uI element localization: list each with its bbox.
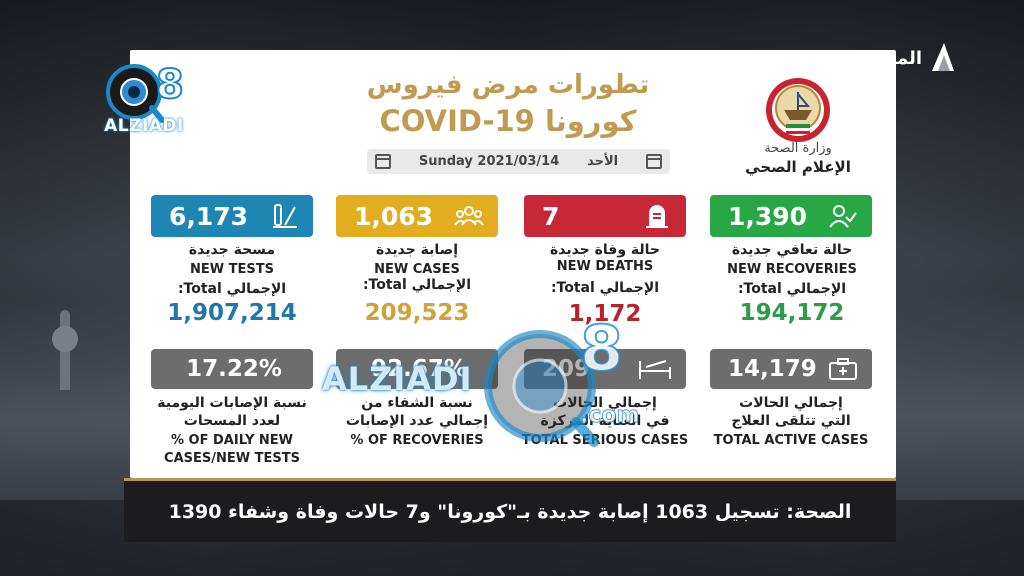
active-cases-label-ar-2: التي تتلقى العلاج [731,413,851,429]
new-cases-card: 1,063 [336,195,498,237]
date-text: Sunday 2021/03/14 [418,154,560,169]
date-day-arabic: الأحد [587,154,619,169]
sail-icon [932,43,954,71]
new-tests-label-ar: مسحة جديدة [188,242,276,258]
ticker-headline: الصحة: تسجيل 1063 إصابة جديدة بـ"كورونا"… [168,500,852,523]
recoveries-total-value: 194,172 [739,300,845,326]
ministry-name: وزارة الصحة [764,141,832,156]
new-cases-total-label: الإجمالي Total: [362,277,472,293]
serious-cases-value: 209 [542,356,591,382]
recovery-rate-label-ar-2: إجمالي عدد الإصابات [345,413,489,429]
daily-positivity-label-ar-2: لعدد المسحات [183,413,281,429]
new-tests-label-en: NEW TESTS [190,262,274,277]
calendar-icon [645,154,662,169]
daily-positivity-card: 17.22% [151,349,313,389]
health-media-name: الإعلام الصحي [745,158,851,176]
active-cases-card: 14,179 [710,349,872,389]
news-ticker: الصحة: تسجيل 1063 إصابة جديدة بـ"كورونا"… [124,478,896,542]
daily-positivity-label-en-1: % OF DAILY NEW [171,433,293,448]
new-tests-card: 6,173 [151,195,313,237]
channel-logo-text: المجلس [851,47,922,69]
new-deaths-label-ar: حالة وفاة جديدة [549,242,661,258]
daily-positivity-label-en-2: CASES/NEW TESTS [164,451,300,466]
active-cases-value: 14,179 [728,356,817,382]
new-tests-total-label: الإجمالي Total: [177,281,287,297]
deaths-total-value: 1,172 [568,301,642,327]
daily-positivity-label-ar-1: نسبة الإصابات اليومية [157,395,307,411]
recovery-rate-label-en: % OF RECOVERIES [350,433,484,448]
medical-kit-icon [829,358,857,380]
new-cases-label-ar: إصابة جديدة [376,242,458,258]
tombstone-icon [646,205,668,228]
title-arabic: تطورات مرض فيروس [366,70,650,100]
ministry-of-health-emblem [766,78,830,142]
daily-positivity-value: 17.22% [186,356,282,382]
watermark-brand-text: ALZIADI [322,360,473,398]
active-cases-label-ar-1: إجمالي الحالات [739,395,843,411]
background-skyline-right [894,290,1024,500]
recovery-rate-card: 92.67% [336,349,498,389]
test-swab-icon [273,204,297,228]
new-cases-value: 1,063 [354,201,434,231]
recovery-rate-label-ar-1: نسبة الشفاء من [361,395,473,411]
person-check-icon [829,205,857,228]
serious-cases-label-ar-2: في العناية المركزة [540,413,670,429]
serious-cases-card: 209 [524,349,686,389]
q8-brand-text: ALZIADI [104,116,184,136]
new-deaths-card: 7 [524,195,686,237]
calendar-icon [375,154,391,169]
new-tests-value: 6,173 [169,201,249,231]
q8-numeral: 8 [156,62,184,108]
new-recoveries-total-label: الإجمالي Total: [737,281,847,297]
date-bar: Sunday 2021/03/14 الأحد [367,149,670,174]
recovery-rate-value: 92.67% [371,356,467,382]
people-group-icon [454,206,484,226]
new-deaths-total-label: الإجمالي Total: [550,280,660,296]
new-deaths-value: 7 [542,201,560,231]
new-cases-label-en: NEW CASES [374,262,460,277]
tests-total-value: 1,907,214 [167,300,297,326]
new-recoveries-label-ar: حالة تعافي جديدة [731,242,853,258]
cases-total-value: 209,523 [364,300,470,326]
new-recoveries-label-en: NEW RECOVERIES [727,262,857,277]
active-cases-label-en: TOTAL ACTIVE CASES [713,433,869,448]
serious-cases-label-ar-1: إجمالي الحالات [553,395,657,411]
title-covid: كورونا COVID-19 [379,104,637,138]
new-recoveries-value: 1,390 [728,201,808,231]
new-deaths-label-en: NEW DEATHS [556,259,654,274]
q8-alziadi-logo: 8 [106,61,185,123]
kuwait-tower-sphere [52,326,78,352]
serious-cases-label-en: TOTAL SERIOUS CASES [521,433,689,448]
new-recoveries-card: 1,390 [710,195,872,237]
hospital-bed-icon [639,360,671,379]
channel-logo: المجلس [848,40,958,76]
